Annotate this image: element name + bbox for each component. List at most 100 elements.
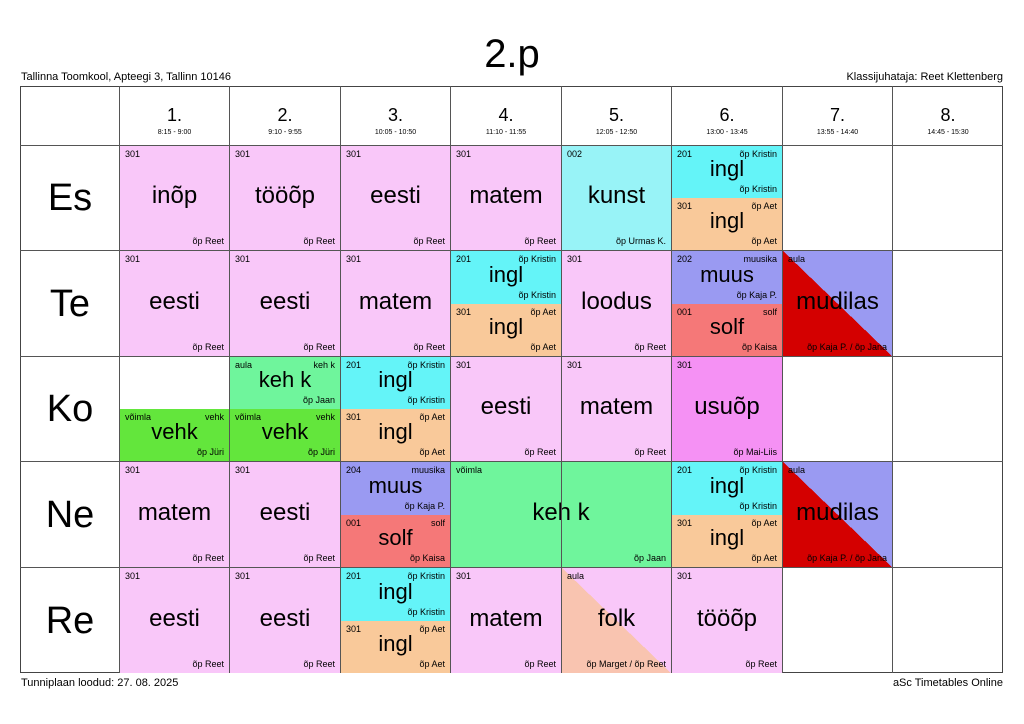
- lesson-card[interactable]: aula mudilas õp Kaja P. / õp Jana: [783, 251, 892, 356]
- lesson-room: 301: [235, 254, 251, 264]
- lesson-subject: kunst: [587, 182, 646, 209]
- lesson-teacher: õp Reet: [413, 236, 445, 246]
- lesson-card[interactable]: võimla vehk vehk õp Jüri: [120, 409, 229, 461]
- lesson-card[interactable]: 001 solf solf õp Kaisa: [672, 304, 782, 356]
- lesson-card[interactable]: 301 õp Aet ingl õp Aet: [672, 515, 782, 567]
- lesson-card[interactable]: 301 eesti õp Reet: [341, 146, 450, 250]
- lesson-teacher: õp Marget / õp Reet: [586, 659, 666, 669]
- lesson-room: võimla: [235, 412, 262, 422]
- lesson-card[interactable]: 301 matem õp Reet: [120, 462, 229, 567]
- lesson-card[interactable]: 202 muusika muus õp Kaja P.: [672, 251, 782, 304]
- lesson-card[interactable]: 201 õp Kristin ingl õp Kristin: [341, 357, 450, 409]
- grid-vline: [340, 86, 341, 673]
- grid-vline: [561, 86, 562, 673]
- lesson-room: 001: [677, 307, 693, 317]
- lesson-card[interactable]: 301 eesti õp Reet: [230, 251, 340, 356]
- lesson-card[interactable]: 301 õp Aet ingl õp Aet: [451, 304, 561, 356]
- lesson-group: vehk: [315, 412, 335, 422]
- period-header: 3. 10:05 - 10:50: [341, 87, 450, 145]
- lesson-card[interactable]: 301 eesti õp Reet: [120, 568, 229, 673]
- lesson-teacher: õp Kristin: [518, 290, 556, 300]
- period-header: 2. 9:10 - 9:55: [230, 87, 340, 145]
- lesson-subject: ingl: [709, 208, 745, 233]
- lesson-subject: ingl: [378, 367, 413, 392]
- lesson-card[interactable]: aula mudilas õp Kaja P. / õp Jana: [783, 462, 892, 567]
- day-label: Re: [45, 600, 95, 642]
- lesson-teacher: õp Kristin: [407, 395, 445, 405]
- lesson-room: aula: [788, 465, 806, 475]
- lesson-group: õp Kristin: [407, 571, 445, 581]
- lesson-card[interactable]: 301 õp Aet ingl õp Aet: [672, 198, 782, 250]
- lesson-teacher: õp Mai-Liis: [733, 447, 777, 457]
- period-time: 11:10 - 11:55: [485, 129, 527, 136]
- lesson-teacher: õp Kristin: [739, 184, 777, 194]
- lesson-teacher: õp Reet: [413, 342, 445, 352]
- lesson-card[interactable]: 301 eesti õp Reet: [451, 357, 561, 461]
- lesson-room: 301: [346, 149, 362, 159]
- period-time: 13:55 - 14:40: [816, 129, 859, 136]
- lesson-teacher: õp Urmas K.: [615, 236, 666, 246]
- lesson-card[interactable]: aula folk õp Marget / õp Reet: [562, 568, 671, 673]
- school-address: Tallinna Toomkool, Apteegi 3, Tallinn 10…: [21, 71, 231, 83]
- class-teacher: Klassijuhataja: Reet Klettenberg: [846, 71, 1003, 83]
- lesson-subject: eesti: [370, 182, 421, 209]
- lesson-group: vehk: [204, 412, 224, 422]
- period-number: 7.: [829, 105, 845, 125]
- lesson-room: 301: [567, 360, 583, 370]
- period-number: 1.: [166, 105, 182, 125]
- lesson-group: õp Aet: [530, 307, 556, 317]
- brand-label: aSc Timetables Online: [892, 677, 1003, 689]
- lesson-room: aula: [235, 360, 253, 370]
- lesson-group: õp Kristin: [407, 360, 445, 370]
- lesson-group: solf: [762, 307, 777, 317]
- lesson-room: 202: [677, 254, 693, 264]
- lesson-group: muusika: [743, 254, 777, 264]
- lesson-subject: eesti: [149, 288, 200, 315]
- period-header: 6. 13:00 - 13:45: [672, 87, 782, 145]
- lesson-teacher: õp Kaisa: [741, 342, 777, 352]
- lesson-card[interactable]: 301 usuõp õp Mai-Liis: [672, 357, 782, 461]
- lesson-room: võimla: [456, 465, 483, 475]
- created-date: Tunniplaan loodud: 27. 08. 2025: [21, 677, 179, 689]
- lesson-room: 201: [346, 571, 362, 581]
- lesson-room: aula: [567, 571, 585, 581]
- lesson-subject: eesti: [259, 499, 311, 526]
- lesson-card[interactable]: 002 kunst õp Urmas K.: [562, 146, 671, 250]
- lesson-card[interactable]: 301 eesti õp Reet: [230, 568, 340, 673]
- period-header: 7. 13:55 - 14:40: [783, 87, 892, 145]
- lesson-card[interactable]: 301 matem õp Reet: [562, 357, 671, 461]
- page-title: 2.p: [484, 32, 540, 76]
- lesson-room: 301: [677, 518, 693, 528]
- lesson-card[interactable]: 201 õp Kristin ingl õp Kristin: [672, 146, 782, 198]
- lesson-room: 002: [567, 149, 583, 159]
- lesson-card[interactable]: 301 matem õp Reet: [451, 568, 561, 673]
- period-time: 9:10 - 9:55: [268, 129, 302, 136]
- lesson-card[interactable]: 301 matem õp Reet: [451, 146, 561, 250]
- lesson-room: 301: [677, 201, 693, 211]
- lesson-card[interactable]: 301 matem õp Reet: [341, 251, 450, 356]
- lesson-card[interactable]: 301 õp Aet ingl õp Aet: [341, 621, 450, 673]
- lesson-card[interactable]: 301 eesti õp Reet: [230, 462, 340, 567]
- lesson-card[interactable]: 301 tööõp õp Reet: [230, 146, 340, 250]
- period-header: 5. 12:05 - 12:50: [562, 87, 671, 145]
- lesson-card[interactable]: 201 õp Kristin ingl õp Kristin: [451, 251, 561, 304]
- lesson-teacher: õp Reet: [745, 659, 777, 669]
- lesson-subject: eesti: [480, 393, 532, 420]
- lesson-room: 301: [235, 149, 251, 159]
- lesson-card[interactable]: 301 õp Aet ingl õp Aet: [341, 409, 450, 461]
- lesson-card[interactable]: 201 õp Kristin ingl õp Kristin: [672, 462, 782, 515]
- period-time: 10:05 - 10:50: [374, 129, 417, 136]
- lesson-card[interactable]: 301 tööõp õp Reet: [672, 568, 782, 673]
- lesson-room: 301: [125, 571, 141, 581]
- lesson-card[interactable]: aula keh k keh k õp Jaan: [230, 357, 340, 409]
- lesson-room: võimla: [125, 412, 152, 422]
- lesson-card[interactable]: võimla vehk vehk õp Jüri: [230, 409, 340, 461]
- lesson-card[interactable]: 301 eesti õp Reet: [120, 251, 229, 356]
- lesson-card[interactable]: 201 õp Kristin ingl õp Kristin: [341, 568, 450, 621]
- lesson-card[interactable]: 001 solf solf õp Kaisa: [341, 515, 450, 567]
- lesson-subject: matem: [358, 288, 433, 315]
- lesson-subject: matem: [579, 393, 654, 420]
- lesson-card[interactable]: 301 inõp õp Reet: [120, 146, 229, 250]
- lesson-card[interactable]: 301 loodus õp Reet: [562, 251, 671, 356]
- lesson-card[interactable]: 204 muusika muus õp Kaja P.: [341, 462, 450, 515]
